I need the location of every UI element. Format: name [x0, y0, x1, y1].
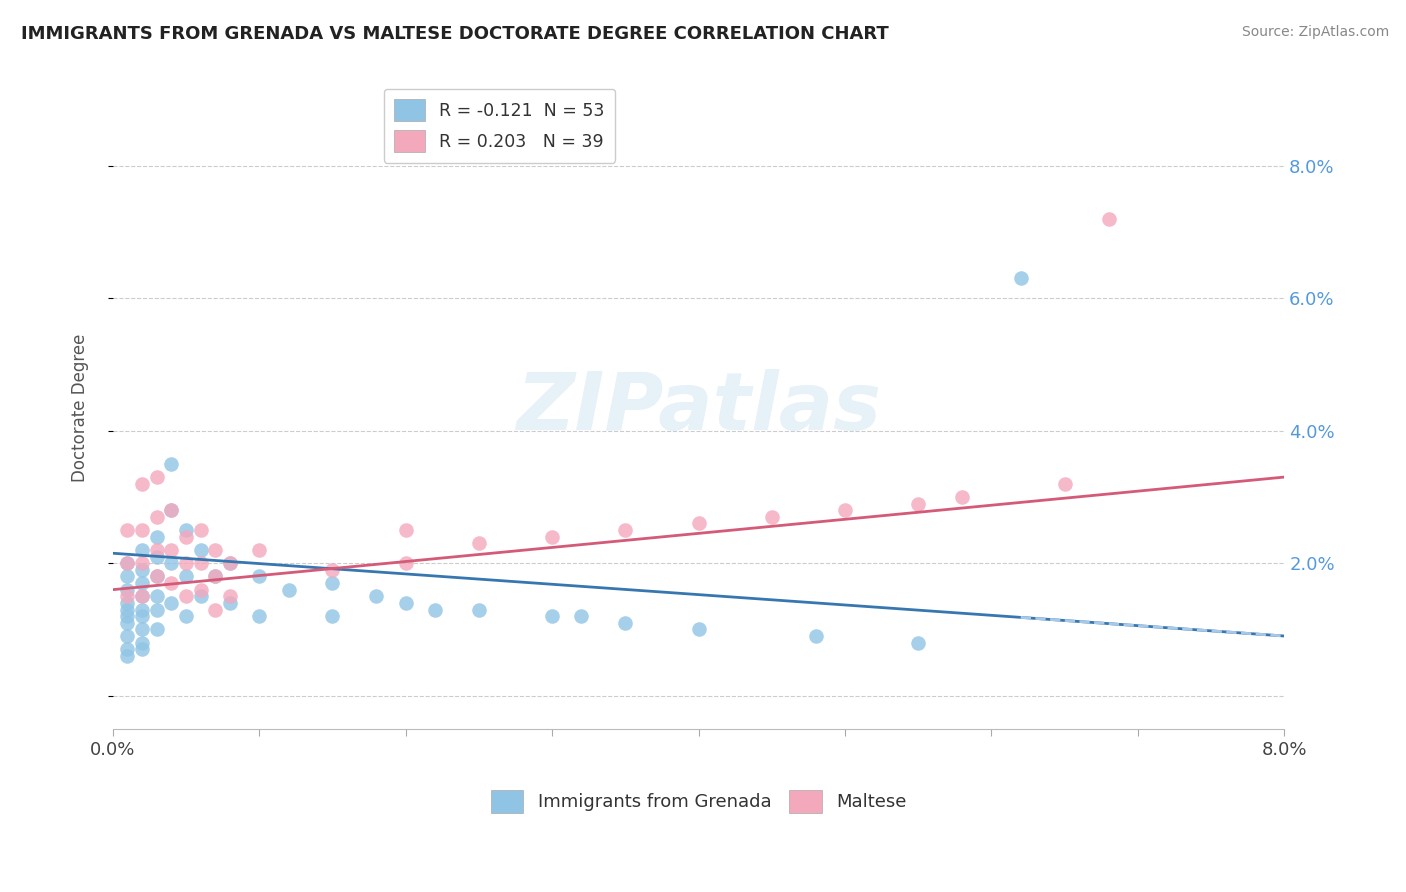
- Point: [174, 556, 197, 570]
- Point: [321, 609, 343, 624]
- Point: [117, 615, 139, 630]
- Point: [541, 530, 564, 544]
- Legend: Immigrants from Grenada, Maltese: Immigrants from Grenada, Maltese: [484, 782, 914, 821]
- Point: [688, 516, 710, 531]
- Point: [174, 523, 197, 537]
- Point: [541, 609, 564, 624]
- Point: [247, 569, 270, 583]
- Point: [190, 556, 212, 570]
- Point: [131, 602, 153, 616]
- Point: [395, 596, 418, 610]
- Text: Source: ZipAtlas.com: Source: ZipAtlas.com: [1241, 25, 1389, 39]
- Point: [117, 523, 139, 537]
- Point: [190, 523, 212, 537]
- Point: [190, 582, 212, 597]
- Point: [950, 490, 973, 504]
- Point: [160, 543, 183, 558]
- Point: [219, 556, 242, 570]
- Point: [146, 569, 169, 583]
- Point: [160, 576, 183, 591]
- Point: [146, 623, 169, 637]
- Point: [160, 596, 183, 610]
- Point: [174, 589, 197, 603]
- Point: [131, 609, 153, 624]
- Point: [247, 543, 270, 558]
- Point: [131, 556, 153, 570]
- Point: [219, 596, 242, 610]
- Point: [174, 569, 197, 583]
- Point: [131, 563, 153, 577]
- Point: [146, 602, 169, 616]
- Point: [174, 530, 197, 544]
- Point: [614, 615, 637, 630]
- Point: [804, 629, 827, 643]
- Point: [160, 556, 183, 570]
- Text: IMMIGRANTS FROM GRENADA VS MALTESE DOCTORATE DEGREE CORRELATION CHART: IMMIGRANTS FROM GRENADA VS MALTESE DOCTO…: [21, 25, 889, 43]
- Point: [907, 497, 929, 511]
- Point: [131, 523, 153, 537]
- Point: [1010, 271, 1032, 285]
- Point: [146, 470, 169, 484]
- Point: [219, 589, 242, 603]
- Point: [131, 589, 153, 603]
- Point: [277, 582, 299, 597]
- Point: [204, 569, 226, 583]
- Point: [219, 556, 242, 570]
- Point: [204, 569, 226, 583]
- Point: [131, 543, 153, 558]
- Point: [160, 503, 183, 517]
- Point: [1053, 476, 1076, 491]
- Point: [117, 596, 139, 610]
- Point: [146, 549, 169, 564]
- Point: [190, 543, 212, 558]
- Point: [688, 623, 710, 637]
- Point: [131, 476, 153, 491]
- Point: [117, 629, 139, 643]
- Point: [131, 623, 153, 637]
- Point: [131, 589, 153, 603]
- Point: [247, 609, 270, 624]
- Point: [146, 530, 169, 544]
- Point: [468, 602, 491, 616]
- Point: [146, 543, 169, 558]
- Point: [117, 642, 139, 657]
- Point: [366, 589, 388, 603]
- Point: [160, 457, 183, 471]
- Point: [160, 503, 183, 517]
- Point: [131, 642, 153, 657]
- Point: [131, 576, 153, 591]
- Point: [321, 563, 343, 577]
- Point: [761, 509, 783, 524]
- Point: [907, 635, 929, 649]
- Point: [614, 523, 637, 537]
- Point: [190, 589, 212, 603]
- Point: [117, 602, 139, 616]
- Point: [146, 589, 169, 603]
- Point: [204, 543, 226, 558]
- Point: [834, 503, 856, 517]
- Point: [117, 609, 139, 624]
- Point: [117, 556, 139, 570]
- Point: [117, 648, 139, 663]
- Point: [146, 569, 169, 583]
- Point: [395, 523, 418, 537]
- Point: [204, 602, 226, 616]
- Point: [321, 576, 343, 591]
- Point: [131, 635, 153, 649]
- Point: [117, 582, 139, 597]
- Point: [174, 609, 197, 624]
- Point: [146, 509, 169, 524]
- Point: [117, 589, 139, 603]
- Point: [117, 556, 139, 570]
- Y-axis label: Doctorate Degree: Doctorate Degree: [72, 334, 89, 482]
- Point: [571, 609, 593, 624]
- Point: [423, 602, 446, 616]
- Point: [117, 569, 139, 583]
- Point: [468, 536, 491, 550]
- Point: [1097, 211, 1119, 226]
- Text: ZIPatlas: ZIPatlas: [516, 368, 882, 447]
- Point: [395, 556, 418, 570]
